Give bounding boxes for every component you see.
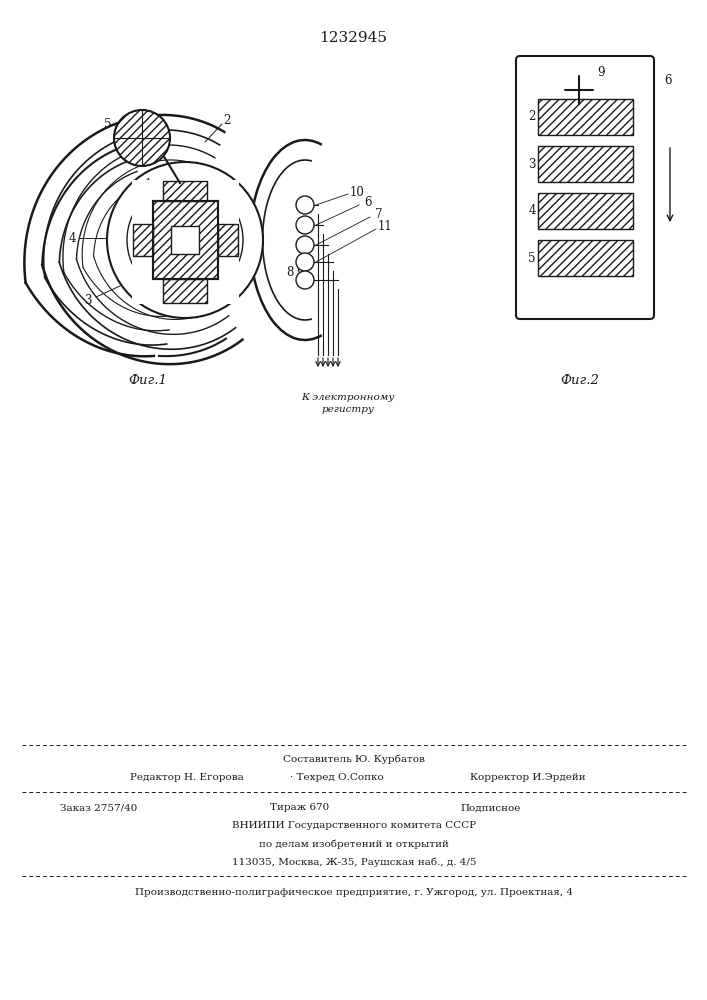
Bar [163, 181, 207, 201]
Bar [538, 193, 633, 229]
Text: 113035, Москва, Ж-35, Раушская наб., д. 4/5: 113035, Москва, Ж-35, Раушская наб., д. … [232, 857, 477, 867]
Text: по делам изобретений и открытий: по делам изобретений и открытий [259, 839, 449, 849]
Circle shape [296, 253, 314, 271]
Circle shape [296, 216, 314, 234]
Text: 4: 4 [528, 205, 536, 218]
Text: ВНИИПИ Государственного комитета СССР: ВНИИПИ Государственного комитета СССР [232, 822, 476, 830]
Circle shape [296, 196, 314, 214]
Text: 9: 9 [597, 66, 604, 79]
Text: 11: 11 [378, 221, 392, 233]
Bar [218, 224, 238, 256]
Text: Подписное: Подписное [460, 804, 520, 812]
Text: 1: 1 [144, 178, 152, 192]
FancyBboxPatch shape [516, 56, 654, 319]
Bar [163, 279, 207, 303]
Text: 4: 4 [69, 232, 76, 244]
Text: 5: 5 [528, 251, 536, 264]
Text: 10: 10 [349, 186, 364, 198]
Bar [132, 180, 238, 304]
Circle shape [296, 271, 314, 289]
Bar [538, 99, 633, 135]
Text: 8: 8 [286, 265, 293, 278]
Bar [163, 181, 207, 201]
Text: Тираж 670: Тираж 670 [270, 804, 329, 812]
Text: Составитель Ю. Курбатов: Составитель Ю. Курбатов [283, 755, 425, 764]
Bar [218, 224, 238, 256]
Text: Заказ 2757/40: Заказ 2757/40 [60, 804, 137, 812]
Bar [538, 240, 633, 276]
Circle shape [127, 182, 243, 298]
Bar [538, 240, 633, 276]
Text: 3: 3 [84, 294, 92, 306]
Bar [132, 224, 153, 256]
Bar [538, 146, 633, 182]
Bar [538, 99, 633, 135]
Text: Фиг.2: Фиг.2 [561, 373, 600, 386]
Text: Производственно-полиграфическое предприятие, г. Ужгород, ул. Проектная, 4: Производственно-полиграфическое предприя… [135, 888, 573, 897]
Text: · Техред О.Сопко: · Техред О.Сопко [290, 773, 384, 782]
Bar [171, 226, 199, 254]
Circle shape [296, 236, 314, 254]
Bar [153, 201, 218, 279]
Bar [153, 201, 218, 279]
Text: 6: 6 [665, 74, 672, 87]
Text: 2: 2 [528, 110, 536, 123]
Text: 5: 5 [104, 117, 112, 130]
Text: 1232945: 1232945 [319, 31, 387, 45]
Text: 9: 9 [296, 265, 304, 278]
Bar [132, 224, 153, 256]
Text: 6: 6 [364, 196, 372, 210]
Bar [153, 201, 218, 279]
Text: регистру: регистру [322, 406, 375, 414]
Text: Фиг.1: Фиг.1 [129, 373, 168, 386]
Circle shape [114, 110, 170, 166]
Bar [538, 146, 633, 182]
Text: 2: 2 [223, 113, 230, 126]
Text: Редактор Н. Егорова: Редактор Н. Егорова [130, 773, 244, 782]
Circle shape [107, 162, 263, 318]
Text: Корректор И.Эрдейи: Корректор И.Эрдейи [470, 773, 585, 782]
Bar [163, 279, 207, 303]
Text: К электронному: К электронному [301, 392, 395, 401]
Text: 7: 7 [375, 209, 382, 222]
Text: 3: 3 [528, 157, 536, 170]
Bar [538, 193, 633, 229]
